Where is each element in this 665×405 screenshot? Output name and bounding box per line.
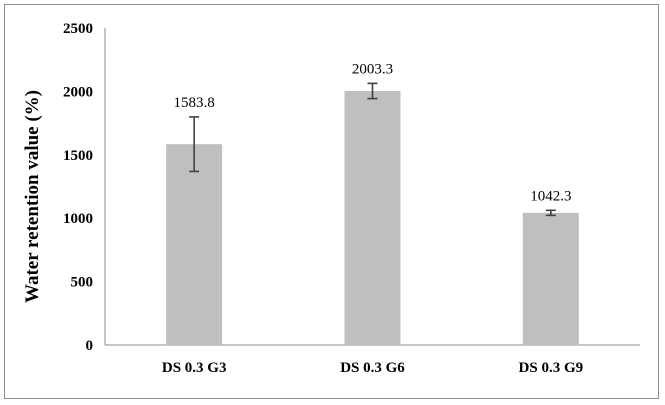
bar bbox=[344, 90, 401, 345]
y-tick-label: 500 bbox=[71, 275, 94, 291]
error-bar bbox=[545, 209, 556, 217]
data-label: 2003.3 bbox=[352, 61, 393, 77]
data-label: 1583.8 bbox=[174, 95, 215, 111]
category-labels: DS 0.3 G3 DS 0.3 G6 DS 0.3 G9 bbox=[162, 360, 583, 376]
bar bbox=[166, 144, 223, 345]
error-bar bbox=[189, 116, 200, 173]
error-bar bbox=[367, 82, 378, 100]
y-tick-label: 1000 bbox=[63, 211, 93, 227]
data-label: 1042.3 bbox=[530, 188, 571, 204]
y-axis-ticks: 0 500 1000 1500 2000 2500 bbox=[63, 21, 93, 354]
bar bbox=[522, 212, 579, 345]
y-tick-label: 2000 bbox=[63, 84, 93, 100]
y-axis-title: Water retention value (%) bbox=[22, 90, 43, 303]
x-category-label: DS 0.3 G9 bbox=[519, 360, 584, 376]
bars: 1583.8 2003.3 1042.3 bbox=[166, 61, 579, 345]
y-tick-label: 2500 bbox=[63, 21, 93, 37]
x-category-label: DS 0.3 G6 bbox=[340, 360, 405, 376]
x-category-label: DS 0.3 G3 bbox=[162, 360, 227, 376]
y-tick-label: 0 bbox=[86, 338, 94, 354]
y-tick-label: 1500 bbox=[63, 148, 93, 164]
